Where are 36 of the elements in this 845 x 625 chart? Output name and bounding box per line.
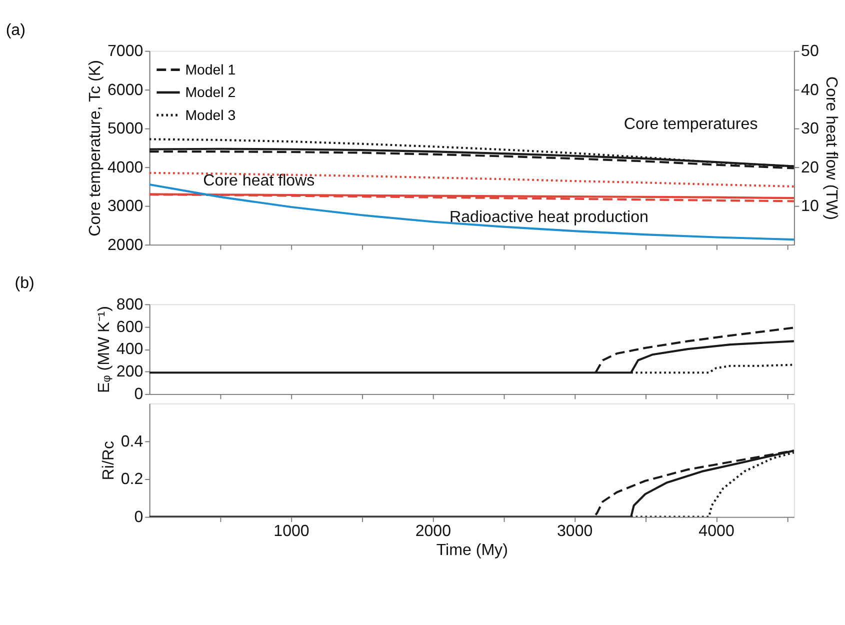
x-tick-label: 3000 bbox=[556, 522, 593, 540]
y-tick-label: 800 bbox=[116, 295, 144, 314]
y2-tick-label: 30 bbox=[801, 120, 819, 138]
y-tick-label: 0.4 bbox=[120, 432, 144, 450]
annotation: Radioactive heat production bbox=[450, 208, 648, 226]
y-tick-label: 5000 bbox=[107, 120, 144, 138]
legend-label: Model 1 bbox=[185, 62, 236, 78]
y2-tick-label: 10 bbox=[801, 197, 819, 216]
x-tick-label: 2000 bbox=[415, 522, 452, 540]
y2-axis-title: Core heat flow (TW) bbox=[822, 76, 840, 220]
y-tick-label: 6000 bbox=[107, 80, 144, 99]
y-tick-label: 0.2 bbox=[120, 470, 144, 488]
y2-tick-label: 20 bbox=[801, 158, 819, 176]
text: (a) bbox=[6, 20, 26, 39]
legend-label: Model 3 bbox=[185, 108, 236, 124]
y-tick-label: 4000 bbox=[107, 158, 144, 176]
x-tick-label: 1000 bbox=[274, 522, 310, 540]
y-tick-label: 600 bbox=[116, 318, 144, 336]
y-tick-label: 200 bbox=[116, 362, 144, 381]
legend-label: Model 2 bbox=[185, 85, 236, 102]
y-axis-title: Ri/Rc bbox=[99, 440, 118, 480]
annotation: Core temperatures bbox=[624, 115, 758, 134]
annotation: Core heat flows bbox=[203, 171, 315, 190]
y-tick-label: 2000 bbox=[107, 236, 144, 254]
x-axis-title: Time (My) bbox=[436, 541, 508, 560]
y2-tick-label: 50 bbox=[801, 42, 819, 60]
y-axis-title: Eᵩ (MW K⁻¹) bbox=[94, 306, 113, 393]
chart-title: (b) bbox=[14, 274, 34, 292]
y-tick-label: 0 bbox=[134, 508, 144, 526]
y-tick-label: 7000 bbox=[107, 42, 144, 60]
y-tick-label: 400 bbox=[116, 340, 144, 358]
y-tick-label: 0 bbox=[134, 385, 144, 404]
x-tick-label: 4000 bbox=[698, 522, 734, 540]
y-axis-title: Core temperature, Tc (K) bbox=[86, 60, 104, 236]
y2-tick-label: 40 bbox=[801, 80, 819, 99]
y-tick-label: 3000 bbox=[107, 197, 144, 216]
